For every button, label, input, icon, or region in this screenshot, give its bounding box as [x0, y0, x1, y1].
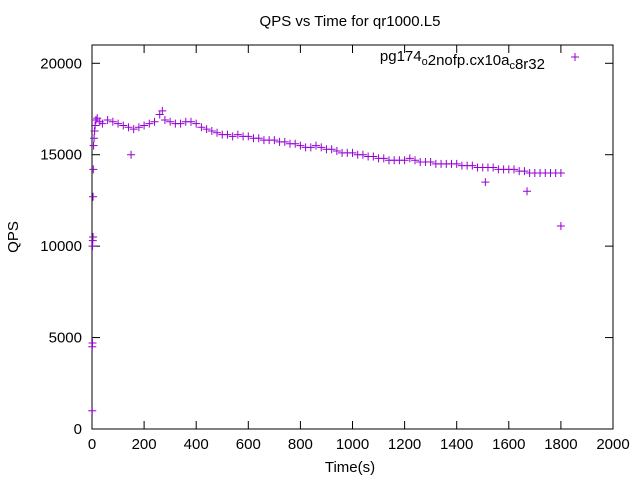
data-point	[89, 141, 98, 150]
data-point	[88, 339, 97, 348]
data-point	[91, 115, 100, 124]
data-point	[312, 141, 321, 150]
x-tick-label: 1600	[492, 436, 525, 453]
data-point	[468, 161, 477, 170]
data-points	[88, 106, 565, 415]
data-point	[254, 134, 263, 143]
data-point	[114, 119, 123, 128]
data-point	[166, 117, 175, 126]
legend-marker	[571, 53, 579, 61]
y-axis-label: QPS	[5, 221, 22, 253]
x-tick-label: 2000	[596, 436, 629, 453]
data-point	[520, 167, 529, 176]
data-point	[270, 136, 279, 145]
y-tick-label: 20000	[40, 55, 82, 72]
x-tick-label: 1800	[544, 436, 577, 453]
data-point	[90, 134, 99, 143]
data-point	[213, 128, 222, 137]
x-tick-label: 0	[88, 436, 96, 453]
data-point	[348, 148, 357, 157]
data-point	[145, 119, 154, 128]
data-point	[119, 121, 128, 130]
data-point	[124, 123, 133, 132]
data-point	[291, 139, 300, 148]
data-point	[89, 192, 98, 201]
x-tick-label: 400	[184, 436, 209, 453]
data-point	[103, 115, 112, 124]
data-point	[510, 165, 519, 174]
data-point	[192, 119, 201, 128]
data-point	[556, 169, 565, 177]
data-point	[400, 156, 409, 165]
data-point	[405, 154, 414, 163]
legend: pg174o2nofp.cx10ac8r32	[380, 48, 579, 73]
x-tick-label: 1200	[388, 436, 421, 453]
data-point	[358, 150, 367, 159]
data-point	[98, 119, 107, 128]
legend-label: pg174o2nofp.cx10ac8r32	[380, 48, 545, 73]
data-point	[202, 125, 211, 134]
data-point	[91, 121, 100, 130]
data-point	[411, 156, 420, 165]
y-tick-label: 15000	[40, 147, 82, 164]
data-point	[523, 187, 532, 196]
data-point	[317, 143, 326, 152]
data-point	[207, 126, 216, 135]
data-point	[296, 141, 305, 150]
y-axis: 0 5000 10000 15000 20000	[40, 55, 613, 438]
y-tick-label: 5000	[49, 330, 82, 347]
data-point	[327, 145, 336, 154]
data-point	[233, 130, 242, 139]
data-point	[150, 117, 159, 126]
chart-title: QPS vs Time for qr1000.L5	[260, 13, 441, 30]
data-point	[379, 154, 388, 163]
data-point	[140, 121, 149, 130]
data-point	[489, 163, 498, 172]
data-point	[160, 115, 169, 124]
data-point	[223, 130, 232, 139]
data-point	[280, 137, 289, 146]
data-point	[426, 158, 435, 167]
x-tick-label: 200	[132, 436, 157, 453]
data-point	[127, 150, 136, 159]
x-tick-label: 800	[288, 436, 313, 453]
x-tick-label: 1400	[440, 436, 473, 453]
y-tick-label: 10000	[40, 238, 82, 255]
data-point	[186, 117, 195, 126]
data-point	[88, 406, 97, 415]
data-point	[134, 123, 143, 132]
data-point	[197, 123, 206, 132]
data-point	[108, 117, 117, 126]
data-point	[369, 152, 378, 161]
x-axis: 0 200 400 600 800 1000 1200 1400 1600 1800 2000	[88, 45, 630, 453]
data-point	[89, 165, 98, 174]
data-point	[244, 132, 253, 141]
x-tick-label: 600	[236, 436, 261, 453]
data-point	[129, 125, 138, 134]
data-point	[332, 147, 341, 156]
data-point	[481, 178, 490, 187]
x-axis-label: Time(s)	[325, 459, 375, 476]
data-point	[452, 159, 461, 168]
data-point	[176, 119, 185, 128]
data-point	[158, 106, 167, 115]
data-point	[306, 143, 315, 152]
data-point	[228, 132, 237, 141]
data-point	[90, 126, 99, 135]
data-point	[556, 222, 565, 231]
y-tick-label: 0	[74, 421, 82, 438]
x-tick-label: 1000	[336, 436, 369, 453]
data-point	[89, 233, 98, 241]
